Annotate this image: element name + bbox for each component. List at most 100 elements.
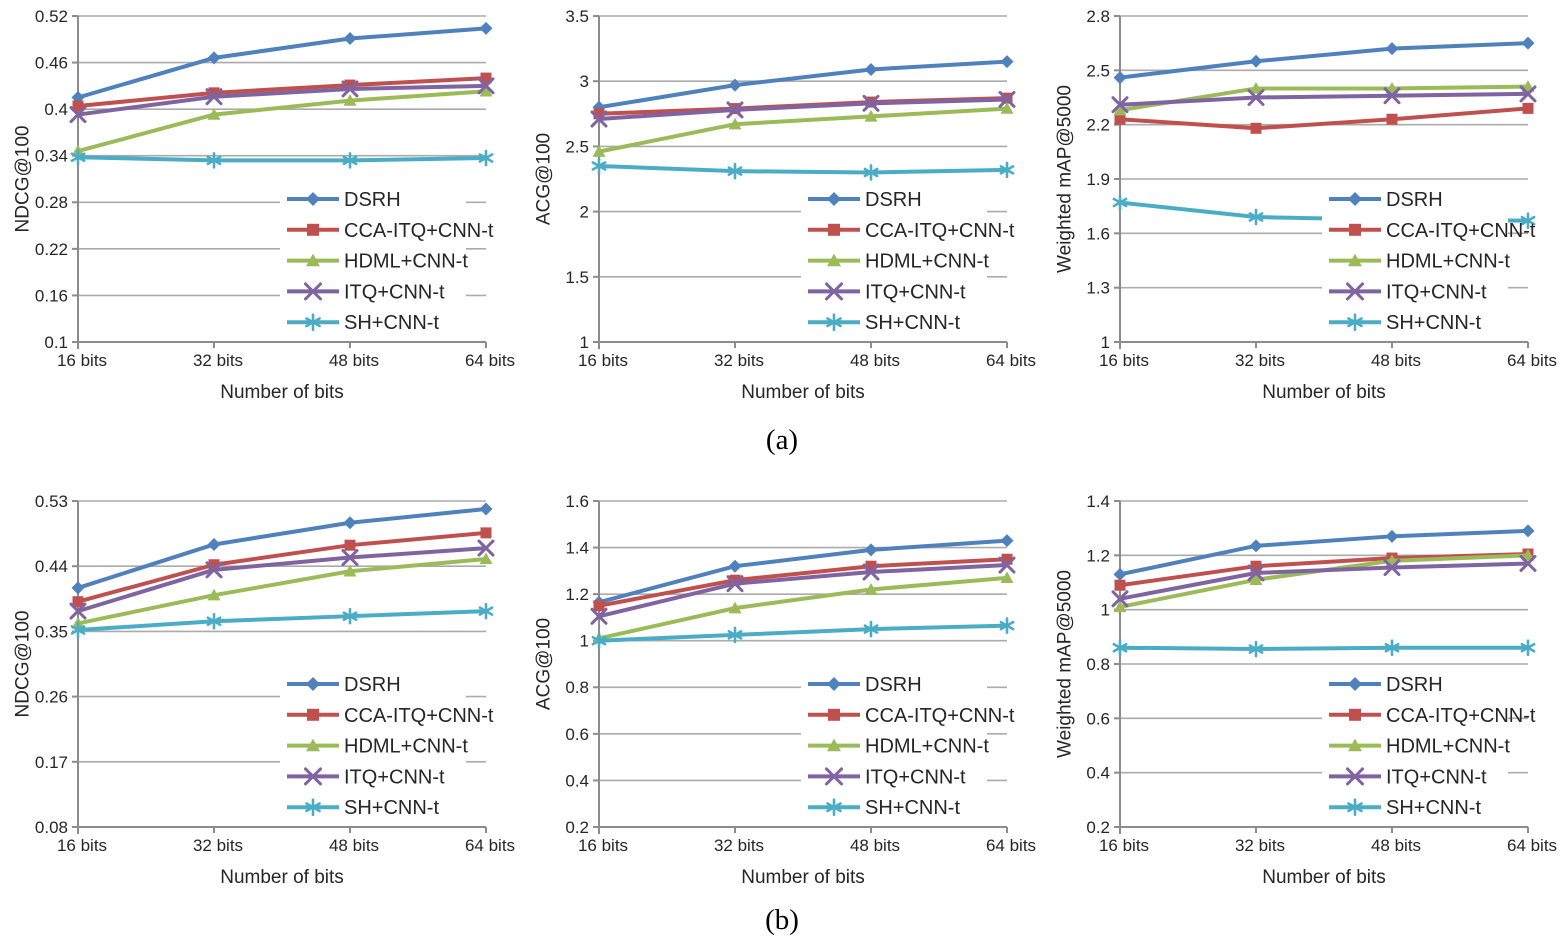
svg-text:48 bits: 48 bits (850, 351, 900, 370)
svg-text:64 bits: 64 bits (465, 836, 515, 855)
svg-text:32 bits: 32 bits (1235, 836, 1285, 855)
chart-b-acg100: 0.2 0.4 0.6 0.8 1 1.2 1.4 1.6 16 bits 32 bits 48 b… (521, 485, 1042, 895)
svg-text:1: 1 (580, 333, 589, 352)
svg-text:1.9: 1.9 (1086, 170, 1110, 189)
svg-text:0.4: 0.4 (44, 100, 68, 119)
svg-text:HDML+CNN-t: HDML+CNN-t (1386, 736, 1510, 758)
svg-text:ITQ+CNN-t: ITQ+CNN-t (344, 766, 445, 788)
svg-text:Number of bits: Number of bits (1262, 382, 1386, 403)
series-ITQ+CNN-t (69, 77, 495, 124)
svg-text:Number of bits: Number of bits (741, 867, 865, 888)
svg-text:0.22: 0.22 (35, 240, 68, 259)
svg-text:ITQ+CNN-t: ITQ+CNN-t (865, 766, 966, 788)
svg-text:HDML+CNN-t: HDML+CNN-t (344, 736, 468, 758)
series-CCA-ITQ+CNN-t (593, 553, 1013, 612)
svg-text:ACG@100: ACG@100 (534, 133, 555, 225)
series-DSRH (592, 55, 1014, 114)
svg-text:64 bits: 64 bits (986, 351, 1036, 370)
series-ITQ+CNN-t (1111, 554, 1537, 608)
legend-item: SH+CNN-t (808, 797, 960, 819)
svg-text:CCA-ITQ+CNN-t: CCA-ITQ+CNN-t (1386, 705, 1536, 727)
legend-item: DSRH (808, 674, 922, 696)
svg-text:16 bits: 16 bits (1099, 351, 1149, 370)
svg-text:0.1: 0.1 (44, 333, 68, 352)
legend-item: ITQ+CNN-t (1329, 281, 1487, 303)
series-SH+CNN-t (591, 617, 1015, 650)
svg-text:1.5: 1.5 (565, 268, 589, 287)
series-ITQ+CNN-t (590, 556, 1016, 625)
svg-text:1.3: 1.3 (1086, 279, 1110, 298)
svg-text:16 bits: 16 bits (57, 351, 107, 370)
svg-text:16 bits: 16 bits (578, 836, 628, 855)
series-SH+CNN-t (591, 157, 1015, 181)
svg-text:0.34: 0.34 (35, 147, 68, 166)
legend: DSRH CCA-ITQ+CNN-t HDML+CNN-t ITQ+CNN-t SH+C… (801, 669, 1015, 823)
series-SH+CNN-t (70, 602, 494, 639)
svg-text:3.5: 3.5 (565, 7, 589, 26)
svg-text:Number of bits: Number of bits (220, 867, 344, 888)
svg-text:48 bits: 48 bits (329, 351, 379, 370)
svg-text:64 bits: 64 bits (1507, 836, 1557, 855)
svg-text:DSRH: DSRH (865, 674, 922, 696)
svg-text:DSRH: DSRH (344, 189, 401, 211)
svg-text:48 bits: 48 bits (1371, 836, 1421, 855)
svg-text:SH+CNN-t: SH+CNN-t (1386, 797, 1481, 819)
legend-item: ITQ+CNN-t (808, 281, 966, 303)
svg-text:48 bits: 48 bits (329, 836, 379, 855)
svg-text:CCA-ITQ+CNN-t: CCA-ITQ+CNN-t (865, 705, 1015, 727)
legend-item: HDML+CNN-t (1329, 736, 1510, 758)
svg-text:0.4: 0.4 (1086, 764, 1110, 783)
legend-item: HDML+CNN-t (287, 251, 468, 273)
legend: DSRH CCA-ITQ+CNN-t HDML+CNN-t ITQ+CNN-t SH+C… (280, 669, 494, 823)
legend: DSRH CCA-ITQ+CNN-t HDML+CNN-t ITQ+CNN-t SH+C… (280, 184, 494, 338)
svg-text:SH+CNN-t: SH+CNN-t (865, 797, 960, 819)
svg-text:64 bits: 64 bits (986, 836, 1036, 855)
series-DSRH (71, 502, 493, 595)
series-SH+CNN-t (1112, 639, 1536, 658)
legend-item: SH+CNN-t (1329, 312, 1481, 334)
legend-item: DSRH (287, 674, 401, 696)
legend-item: SH+CNN-t (287, 797, 439, 819)
chart-row-a: 0.1 0.16 0.22 0.28 0.34 0.4 0.46 0.52 16 bits 32 … (0, 0, 1564, 410)
svg-text:48 bits: 48 bits (850, 836, 900, 855)
chart-a-acg100: 1 1.5 2 2.5 3 3.5 16 bits 32 bits 48 bits 64 bits… (521, 0, 1042, 410)
legend-item: HDML+CNN-t (808, 736, 989, 758)
svg-text:1.4: 1.4 (565, 539, 589, 558)
legend-item: ITQ+CNN-t (287, 281, 445, 303)
plot-svg: 1 1.3 1.6 1.9 2.2 2.5 2.8 16 bits 32 bits 48 bits… (1055, 7, 1557, 403)
svg-text:1.2: 1.2 (565, 585, 589, 604)
svg-text:0.2: 0.2 (1086, 818, 1110, 837)
svg-text:2: 2 (580, 203, 589, 222)
svg-text:0.53: 0.53 (35, 492, 68, 511)
svg-text:NDCG@100: NDCG@100 (13, 611, 34, 718)
svg-text:2.5: 2.5 (565, 137, 589, 156)
axes (593, 15, 1008, 349)
axes (72, 500, 487, 834)
svg-text:64 bits: 64 bits (465, 351, 515, 370)
svg-text:32 bits: 32 bits (714, 836, 764, 855)
svg-text:16 bits: 16 bits (578, 351, 628, 370)
svg-text:1: 1 (1101, 333, 1110, 352)
caption-a: (a) (765, 424, 799, 456)
svg-text:SH+CNN-t: SH+CNN-t (1386, 312, 1481, 334)
svg-text:SH+CNN-t: SH+CNN-t (344, 312, 439, 334)
series-HDML+CNN-t (592, 102, 1014, 157)
legend-item: CCA-ITQ+CNN-t (287, 220, 494, 242)
svg-text:CCA-ITQ+CNN-t: CCA-ITQ+CNN-t (1386, 220, 1536, 242)
series-CCA-ITQ+CNN-t (72, 72, 492, 112)
legend-item: ITQ+CNN-t (287, 766, 445, 788)
svg-text:DSRH: DSRH (344, 674, 401, 696)
legend-item: HDML+CNN-t (1329, 251, 1510, 273)
svg-text:CCA-ITQ+CNN-t: CCA-ITQ+CNN-t (865, 220, 1015, 242)
svg-text:32 bits: 32 bits (1235, 351, 1285, 370)
series-ITQ+CNN-t (1111, 85, 1537, 114)
legend-item: CCA-ITQ+CNN-t (1329, 705, 1536, 727)
svg-text:0.8: 0.8 (1086, 655, 1110, 674)
series-CCA-ITQ+CNN-t (1114, 102, 1534, 134)
svg-text:1: 1 (580, 632, 589, 651)
svg-text:Number of bits: Number of bits (1262, 867, 1386, 888)
svg-text:ITQ+CNN-t: ITQ+CNN-t (1386, 766, 1487, 788)
svg-text:32 bits: 32 bits (714, 351, 764, 370)
svg-text:0.44: 0.44 (35, 557, 68, 576)
svg-text:HDML+CNN-t: HDML+CNN-t (865, 736, 989, 758)
